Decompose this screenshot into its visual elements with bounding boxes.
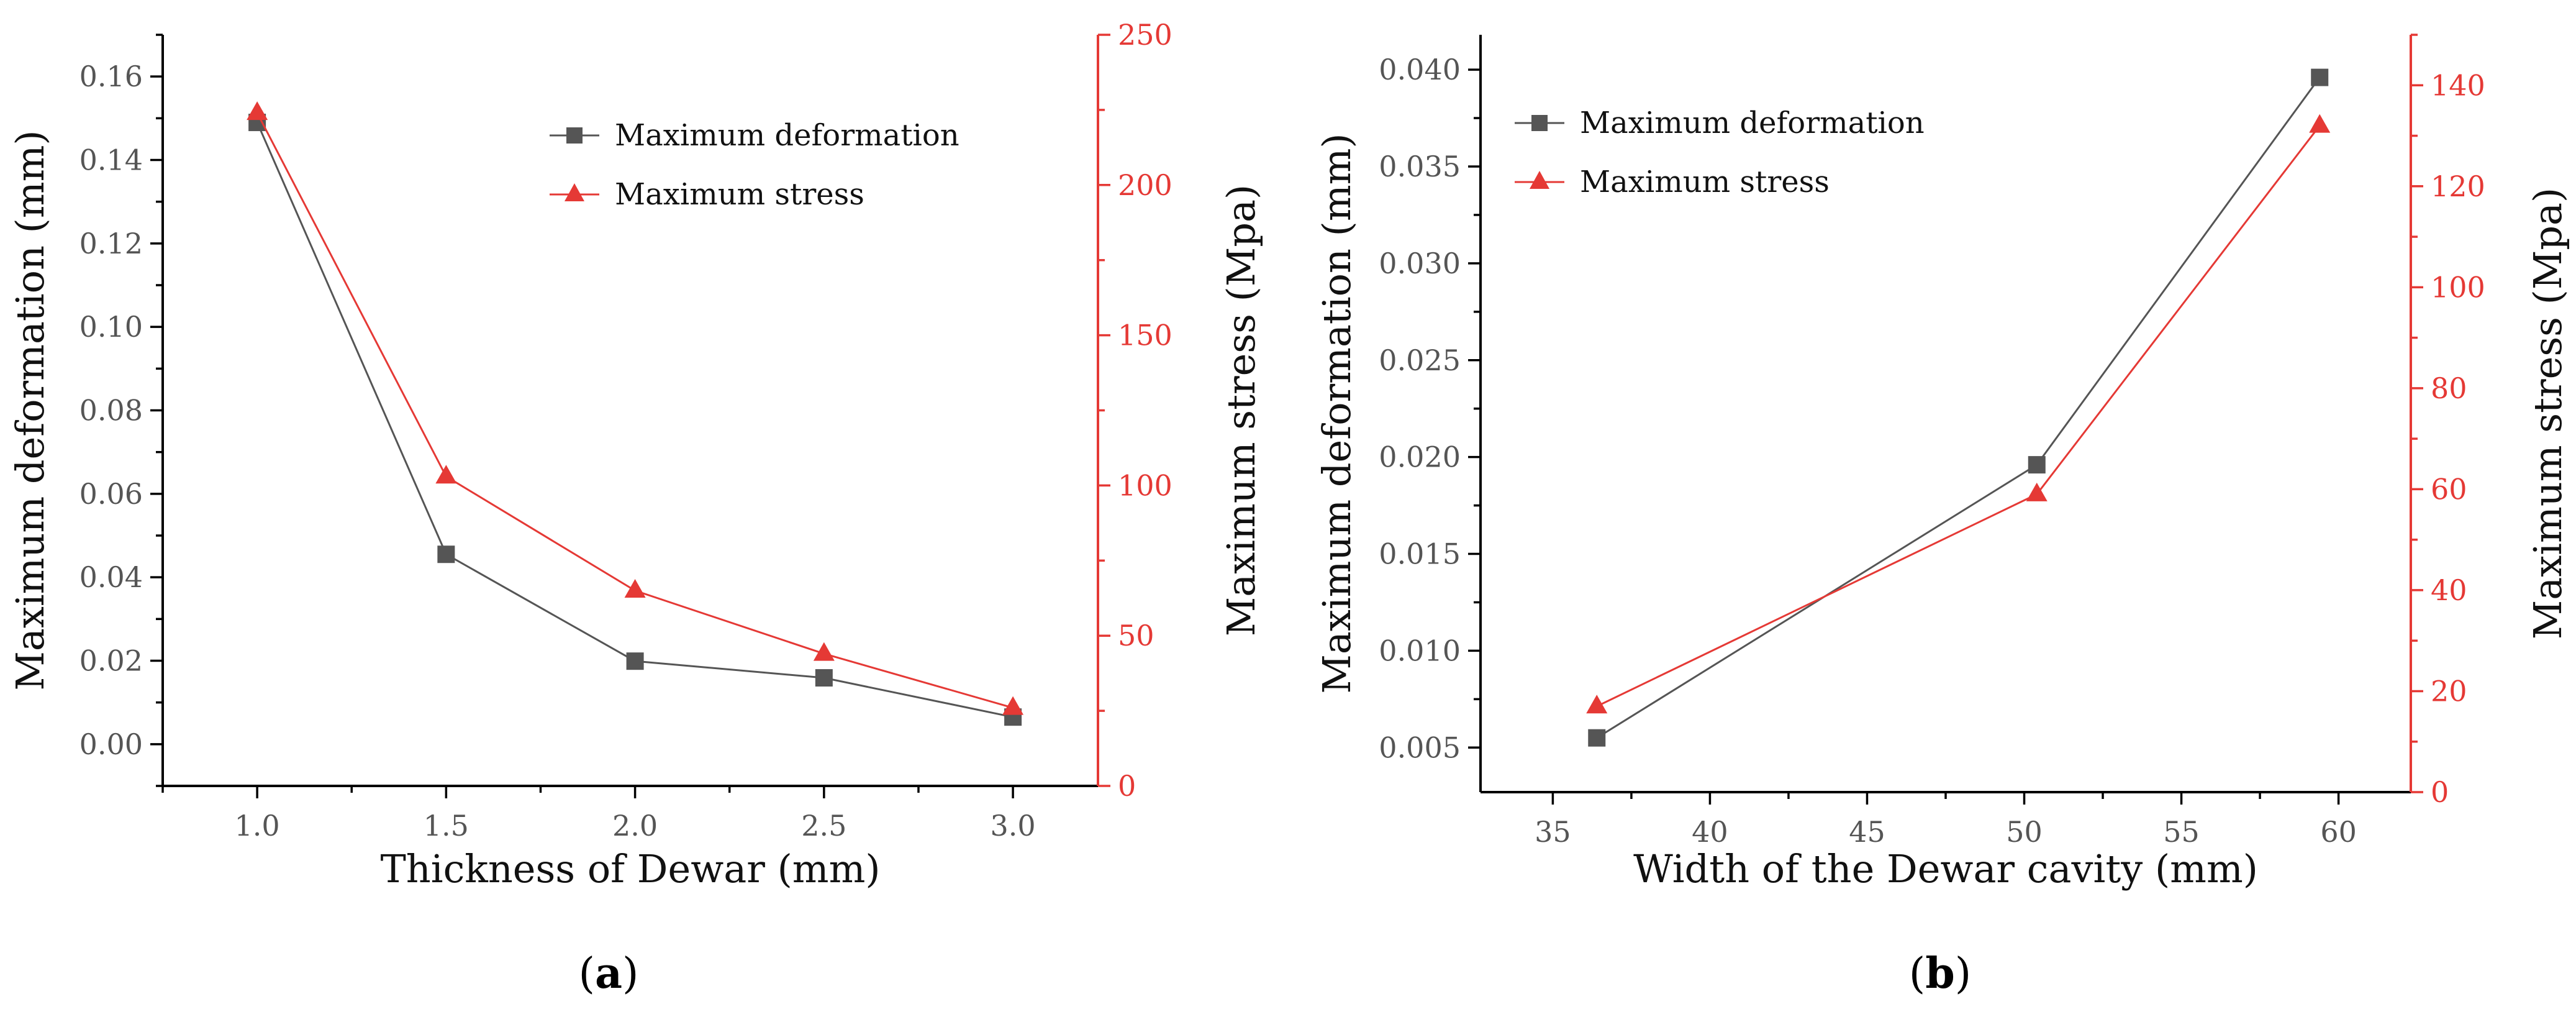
y-left-tick-label: 0.08 bbox=[79, 394, 143, 427]
series-line-stress bbox=[1596, 125, 2321, 708]
deformation-point bbox=[626, 652, 644, 670]
y-left-tick-label: 0.035 bbox=[1379, 150, 1461, 183]
legend-label: Maximum deformation bbox=[615, 118, 959, 153]
legend-label: Maximum deformation bbox=[1580, 106, 1925, 140]
stress-point bbox=[813, 642, 835, 661]
deformation-point bbox=[2311, 68, 2329, 86]
x-tick-label: 2.5 bbox=[801, 809, 846, 842]
y-axis-left-title: Maximum deformation (mm) bbox=[7, 130, 53, 690]
x-tick-label: 55 bbox=[2163, 815, 2200, 849]
y-right-tick-label: 0 bbox=[1118, 769, 1136, 803]
y-right-tick-label: 0 bbox=[2431, 775, 2449, 809]
y-left-tick-label: 0.12 bbox=[79, 227, 143, 260]
y-right-tick-label: 100 bbox=[2431, 270, 2485, 304]
x-tick-label: 35 bbox=[1535, 815, 1571, 849]
y-right-tick-label: 200 bbox=[1118, 168, 1172, 202]
legend: Maximum deformation Maximum stress bbox=[1515, 106, 1925, 199]
y-right-tick-label: 140 bbox=[2431, 68, 2485, 102]
y-right-tick-label: 20 bbox=[2431, 674, 2467, 708]
chart-b: 35 40 45 50 55 60 0.005 0.010 0.015 0.020 0.025 0.0… bbox=[1314, 34, 2570, 998]
stress-point bbox=[247, 101, 268, 121]
y-right-tick-label: 50 bbox=[1118, 619, 1154, 652]
y-left-tick-label: 0.015 bbox=[1379, 537, 1461, 571]
y-right-tick-label: 80 bbox=[2431, 372, 2467, 405]
x-tick-label: 50 bbox=[2006, 815, 2043, 849]
x-axis-title: Thickness of Dewar (mm) bbox=[380, 846, 880, 892]
y-right-tick-label: 60 bbox=[2431, 472, 2467, 506]
chart-panel-b: 35 40 45 50 55 60 0.005 0.010 0.015 0.020 0.025 0.0… bbox=[1288, 0, 2576, 1022]
chart-panel-a: 1.0 1.5 2.0 2.5 3.0 0.00 0.02 0.04 0.06 0.08 0.10 0… bbox=[7, 18, 1264, 998]
stress-point bbox=[1002, 696, 1024, 715]
x-tick-label: 1.0 bbox=[235, 809, 280, 842]
y-right-tick-label: 100 bbox=[1118, 468, 1172, 502]
deformation-point bbox=[1588, 729, 1606, 747]
y-axis-right-title: Maximum stress (Mpa) bbox=[2525, 188, 2570, 639]
x-tick-label: 1.5 bbox=[424, 809, 469, 842]
panel-caption: (a) bbox=[578, 949, 638, 998]
y-right-tick-label: 40 bbox=[2431, 573, 2467, 607]
stress-point bbox=[2026, 482, 2048, 501]
x-tick-label: 45 bbox=[1849, 815, 1885, 849]
x-tick-label: 2.0 bbox=[612, 809, 658, 842]
deformation-point bbox=[437, 545, 455, 563]
chart-a-svg: 1.0 1.5 2.0 2.5 3.0 0.00 0.02 0.04 0.06 0.08 0.10 0… bbox=[7, 18, 1264, 998]
legend-triangle-marker bbox=[1530, 171, 1549, 189]
y-left-tick-label: 0.040 bbox=[1379, 53, 1461, 86]
chart-b-svg: 35 40 45 50 55 60 0.005 0.010 0.015 0.020 0.025 0.0… bbox=[1314, 34, 2570, 998]
y-axis-right-title: Maximum stress (Mpa) bbox=[1218, 185, 1264, 636]
y-left-tick-label: 0.16 bbox=[79, 60, 143, 93]
y-left-tick-label: 0.020 bbox=[1379, 440, 1461, 474]
y-left-tick-label: 0.025 bbox=[1379, 344, 1461, 377]
y-left-tick-label: 0.005 bbox=[1379, 731, 1461, 764]
y-left-tick-label: 0.02 bbox=[79, 644, 143, 678]
y-right-tick-label: 250 bbox=[1118, 18, 1172, 52]
y-left-tick-label: 0.010 bbox=[1379, 634, 1461, 667]
deformation-point bbox=[2028, 456, 2046, 474]
y-left-tick-label: 0.030 bbox=[1379, 247, 1461, 280]
deformation-point bbox=[815, 669, 833, 687]
x-tick-label: 3.0 bbox=[991, 809, 1036, 842]
stress-point bbox=[435, 465, 457, 484]
panel-caption: (b) bbox=[1909, 949, 1972, 998]
y-left-tick-label: 0.06 bbox=[79, 477, 143, 511]
legend-triangle-marker bbox=[565, 183, 584, 201]
y-right-tick-label: 150 bbox=[1118, 319, 1172, 352]
y-left-tick-label: 0.10 bbox=[79, 310, 143, 344]
y-left-tick-label: 0.04 bbox=[79, 560, 143, 594]
legend: Maximum deformation Maximum stress bbox=[550, 118, 959, 212]
legend-square-marker bbox=[566, 127, 583, 144]
legend-label: Maximum stress bbox=[1580, 165, 1830, 199]
x-tick-label: 60 bbox=[2320, 815, 2357, 849]
legend-square-marker bbox=[1531, 115, 1548, 131]
x-axis-title: Width of the Dewar cavity (mm) bbox=[1633, 846, 2258, 892]
y-axis-left-title: Maximum deformation (mm) bbox=[1314, 133, 1359, 693]
stress-point bbox=[624, 579, 646, 598]
chart-a: 1.0 1.5 2.0 2.5 3.0 0.00 0.02 0.04 0.06 0.08 0.10 0… bbox=[7, 18, 1264, 998]
stress-point bbox=[2309, 114, 2331, 133]
y-left-tick-label: 0.00 bbox=[79, 728, 143, 761]
stress-point bbox=[1586, 695, 1608, 714]
y-right-tick-label: 120 bbox=[2431, 170, 2485, 203]
x-tick-label: 40 bbox=[1692, 815, 1728, 849]
legend-label: Maximum stress bbox=[615, 177, 864, 212]
y-left-tick-label: 0.14 bbox=[79, 144, 143, 177]
